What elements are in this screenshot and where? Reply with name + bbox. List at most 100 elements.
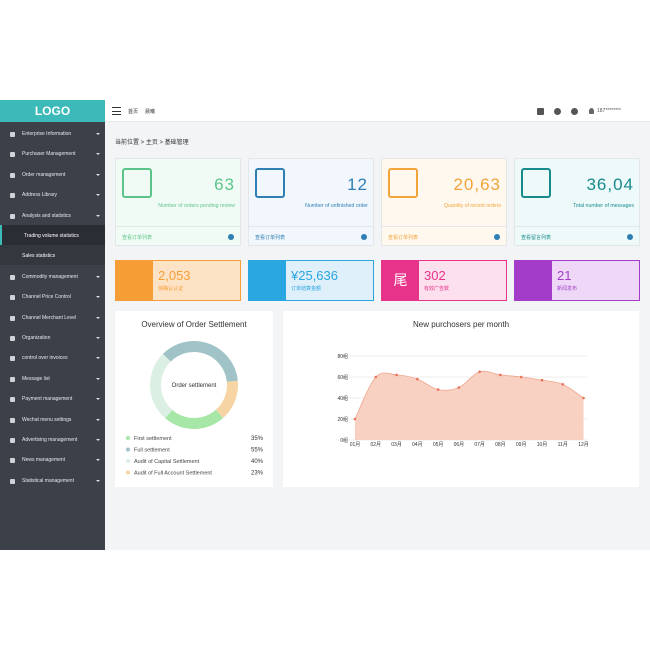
menu-item[interactable]: Purchaser Management [0,147,105,162]
card-link[interactable]: 查看订单列表 [122,235,153,241]
menu-icon-bar[interactable] [112,110,121,112]
tile-icon [116,261,153,300]
topbar: 首页 晨曦 187******** [105,100,650,122]
line-stroke [354,370,584,420]
card-arrow[interactable] [494,234,500,240]
legend-value: 40% [251,459,264,465]
menu-icon [10,438,15,443]
menu-label: Order management [22,171,66,178]
card-link[interactable]: 查看留言列表 [521,235,552,241]
x-tick-label: 06月 [454,442,465,448]
sidebar: Enterprise Information Purchaser Manageme… [0,100,105,550]
y-tick-label: 40组 [337,395,348,402]
menu-label: Commodity management [22,273,78,280]
menu-icon [10,132,15,137]
menu-item[interactable]: Commodity management [0,270,105,285]
menu-icon [10,152,15,158]
tile-label: 订单结算金额 [291,286,322,292]
legend-value: 55% [251,448,264,454]
menu-icon [10,315,15,321]
card-label: Total number of messages [573,203,634,209]
menu-item[interactable]: Enterprise Information [0,127,105,142]
menu-item[interactable]: Address Library [0,188,105,203]
menu-icon-bar[interactable] [112,107,121,109]
menu-caret [96,337,100,339]
menu-caret [96,275,100,278]
menu-item[interactable]: Message list [0,372,105,387]
legend-dot [126,447,130,452]
data-point [582,396,585,400]
menu-caret [96,459,100,462]
menu-caret [96,439,100,441]
data-point [436,388,440,391]
legend-label: First settlement [134,436,172,442]
menu-icon [10,274,15,280]
submenu-label: Sales statistics [22,253,56,260]
card-arrow[interactable] [627,234,633,240]
menu-icon [10,478,15,484]
menu-item[interactable]: Order management [0,168,105,183]
menu-label: Address Library [22,192,58,199]
menu-item[interactable]: Channel Merchant Level [0,311,105,326]
menu-label: Payment management [22,396,73,403]
menu-item[interactable]: Wechat menu settings [0,413,105,428]
donut-chart: Order settlement First settlement 35% Full … [126,341,264,477]
card-number: 63 [214,175,235,194]
y-tick-label: 80组 [337,353,348,360]
card-label: Quantity of recent orders [443,203,501,209]
menu-label: Purchaser Management [22,151,76,158]
x-tick-label: 08月 [495,442,506,448]
data-point [416,377,419,381]
donut-center-label: Order settlement [172,383,217,389]
card-divider [116,226,240,227]
menu-item[interactable]: Statistical management [0,474,105,489]
menu-icon [10,376,15,382]
legend-value: 23% [251,471,264,477]
submenu-item[interactable]: Trading volume statistics [0,225,105,245]
menu-item[interactable]: control over invoices [0,351,105,366]
toolbar-icon[interactable] [554,108,561,115]
tile-icon [515,261,552,300]
menu-caret [96,173,100,176]
menu-item[interactable]: Analysis and statistics [0,209,105,224]
tile-number: 302 [424,268,446,283]
nav-home[interactable]: 首页 [128,109,139,115]
legend-label: Audit of Full Account Settlement [134,471,212,477]
tile-number: 21 [557,268,572,283]
x-tick-label: 11月 [558,442,568,448]
card-arrow[interactable] [361,234,367,240]
menu-label: Enterprise Information [22,131,72,137]
line-title: New purchosers per month [412,320,510,329]
toolbar-icon[interactable] [571,108,578,115]
card-label: Number of unfinished order [305,203,368,209]
legend-dot [126,470,130,475]
card-link[interactable]: 查看订单列表 [388,235,419,241]
menu-label: News management [22,457,66,464]
card-arrow[interactable] [228,234,234,240]
menu-icon-bar[interactable] [112,114,121,116]
menu-caret [96,296,100,299]
menu-caret [96,418,100,421]
account[interactable]: 187******** [597,108,621,114]
card-icon [255,168,285,198]
menu-item[interactable]: News management [0,453,105,468]
data-point [395,373,398,377]
tile-number: 2,053 [158,268,191,283]
menu-icon [10,172,15,178]
menu-item[interactable]: Channel Price Control [0,290,105,305]
x-tick-label: 07月 [474,442,485,448]
card-label: Number of orders pending review [158,203,235,209]
toolbar-icon[interactable] [537,108,544,115]
menu-caret [96,398,100,401]
nav-user-menu[interactable]: 晨曦 [145,109,156,115]
x-tick-label: 03月 [391,442,402,448]
stat-card: 63 Number of orders pending review 查看订单列表 [115,158,241,246]
menu-item[interactable]: Advertising management [0,433,105,448]
card-link[interactable]: 查看订单列表 [255,235,286,241]
menu-item[interactable]: Payment management [0,392,105,407]
card-number: 20,63 [453,175,501,194]
submenu-item[interactable]: Sales statistics [0,245,105,266]
menu-item[interactable]: Organization [0,331,105,346]
card-icon [521,168,551,198]
